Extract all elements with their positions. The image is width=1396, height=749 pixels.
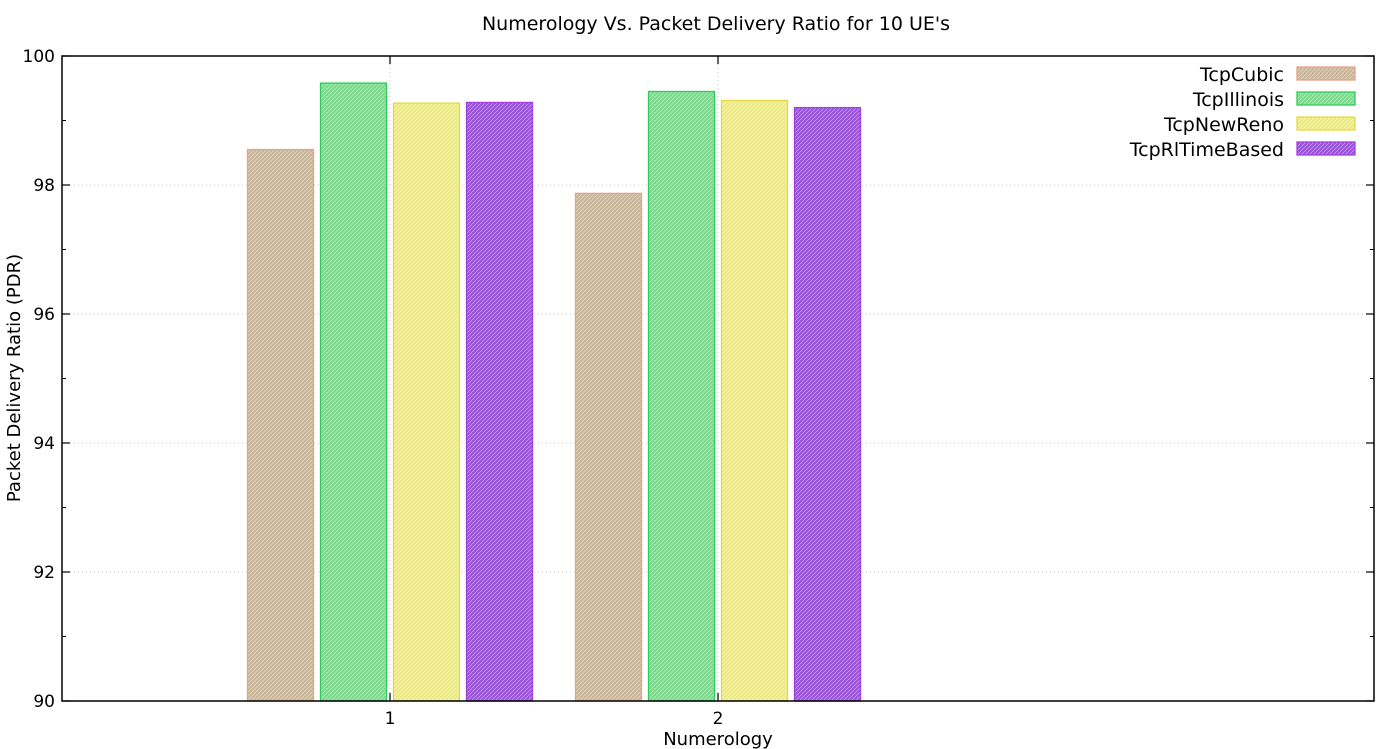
bar-tcpnewreno-1 bbox=[392, 102, 461, 702]
bar-tcprltimebased-1 bbox=[465, 101, 534, 702]
legend-label: TcpRlTimeBased bbox=[1129, 139, 1284, 161]
legend-swatch bbox=[1296, 116, 1356, 131]
y-tick-label: 90 bbox=[33, 692, 55, 712]
y-tick-label: 92 bbox=[33, 563, 55, 583]
bar-tcpillinois-2 bbox=[647, 90, 716, 702]
y-tick-label: 100 bbox=[23, 47, 55, 67]
legend-label: TcpNewReno bbox=[1163, 114, 1284, 136]
legend-label: TcpCubic bbox=[1199, 64, 1284, 86]
bar-tcpnewreno-2 bbox=[720, 99, 789, 702]
bars bbox=[246, 82, 862, 702]
x-tick-label: 2 bbox=[713, 709, 724, 729]
legend-swatch bbox=[1296, 91, 1356, 106]
x-tick-label: 1 bbox=[385, 709, 396, 729]
y-axis-label: Packet Delivery Ratio (PDR) bbox=[4, 254, 25, 502]
bar-tcpcubic-1 bbox=[246, 148, 315, 702]
chart-title: Numerology Vs. Packet Delivery Ratio for… bbox=[482, 13, 950, 35]
bar-tcpillinois-1 bbox=[319, 82, 388, 702]
y-tick-label: 98 bbox=[33, 176, 55, 196]
legend: TcpCubic TcpIllinois TcpNewReno TcpRlTimeBa… bbox=[1129, 64, 1356, 161]
x-axis-label: Numerology bbox=[663, 729, 773, 749]
ticks: 90 92 94 96 98 100 1 2 bbox=[23, 47, 1374, 729]
y-tick-label: 94 bbox=[33, 434, 55, 454]
bar-tcprltimebased-2 bbox=[793, 106, 862, 702]
legend-label: TcpIllinois bbox=[1192, 89, 1284, 111]
y-tick-label: 96 bbox=[33, 305, 55, 325]
legend-swatch bbox=[1296, 141, 1356, 156]
legend-swatch bbox=[1296, 66, 1356, 81]
bar-tcpcubic-2 bbox=[574, 192, 643, 702]
grid bbox=[62, 56, 1374, 701]
